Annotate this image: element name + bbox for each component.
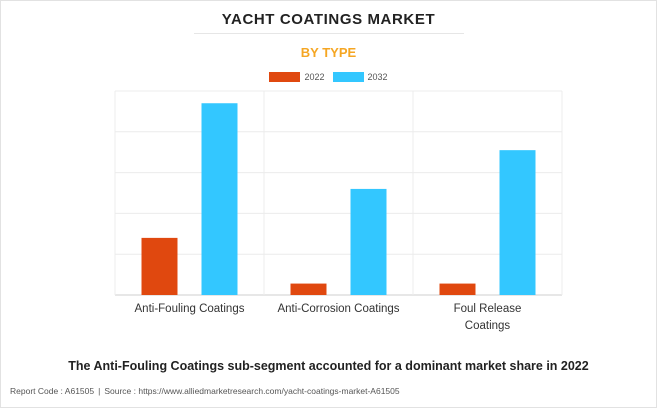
legend-swatch-2032 xyxy=(332,72,364,82)
bar-2032-foul-release-coatings xyxy=(499,150,536,295)
legend-swatch-2022 xyxy=(269,72,301,82)
legend-label-2032: 2032 xyxy=(367,72,388,82)
source-line: Report Code : A61505 | Source : https://ww… xyxy=(10,386,400,396)
bar-2022-foul-release-coatings xyxy=(439,283,476,295)
chart-subtitle: BY TYPE xyxy=(300,45,357,60)
title-divider xyxy=(194,33,464,34)
chart-title: YACHT COATINGS MARKET xyxy=(221,11,436,28)
bar-2022-anti-corrosion-coatings xyxy=(290,283,327,295)
x-tick-label: Anti-Fouling Coatings xyxy=(135,303,245,315)
bar-2022-anti-fouling-coatings xyxy=(141,237,178,295)
x-tick-label: Anti-Corrosion Coatings xyxy=(277,303,399,315)
chart-footnote: The Anti-Fouling Coatings sub-segment ac… xyxy=(68,359,589,373)
legend-item-2022[interactable]: 2022 xyxy=(269,72,325,82)
report-code: Report Code : A61505 xyxy=(10,386,95,396)
legend-item-2032[interactable]: 2032 xyxy=(332,72,388,82)
bar-2032-anti-corrosion-coatings xyxy=(350,188,387,295)
legend-label-2022: 2022 xyxy=(304,72,325,82)
bar-2032-anti-fouling-coatings xyxy=(201,103,238,296)
x-tick-label: Foul Release Coatings xyxy=(454,303,522,332)
source-text: Source : https://www.alliedmarketresearc… xyxy=(104,386,400,396)
source-separator: | xyxy=(98,386,101,396)
chart-legend: 2022 2032 xyxy=(0,72,657,82)
